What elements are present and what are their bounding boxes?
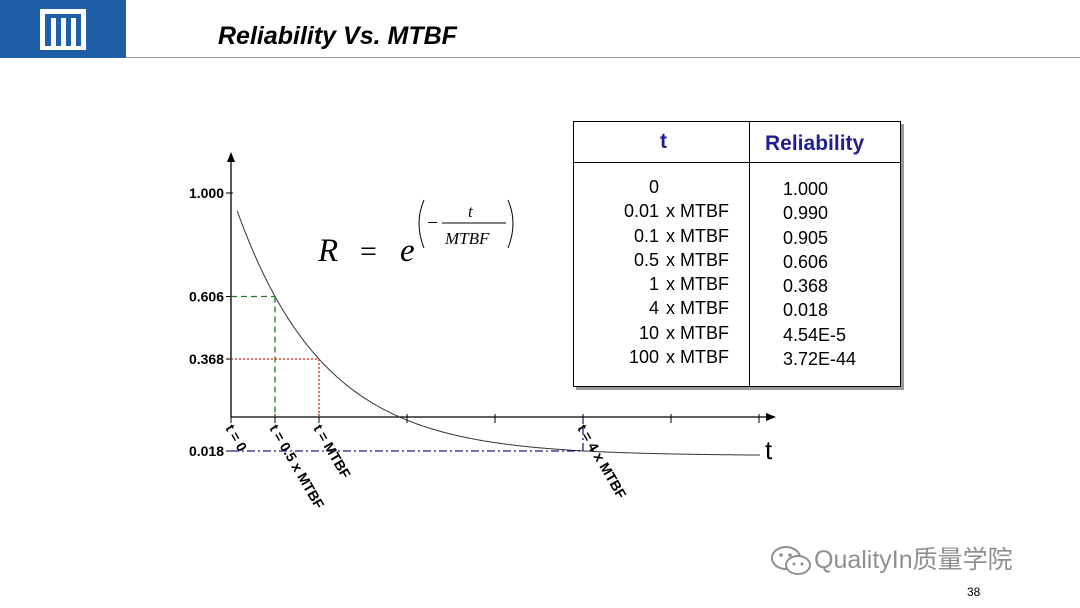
reliability-table: t Reliability 0 0.01 x MTBF 0.1 x MTBF 0.5… [573, 121, 901, 387]
table-header-t: t [660, 130, 667, 153]
x-axis-arrow [766, 413, 776, 421]
table-cell: 0.606 [783, 251, 829, 272]
table-row: 0.01 x MTBF [623, 201, 729, 222]
table-cell: 0.905 [783, 227, 829, 248]
table-cell: 4.54E-5 [783, 324, 847, 345]
table-header-reliability: Reliability [765, 132, 865, 155]
watermark: QualityIn质量学院 [770, 540, 1013, 578]
formula-equals: = [360, 235, 377, 268]
table-cell: 0.018 [783, 300, 829, 321]
page-number: 38 [967, 585, 981, 599]
table-row: 0.5 x MTBF [633, 249, 729, 270]
table-row: 0.1 x MTBF [633, 225, 729, 246]
formula-sign: − [427, 212, 438, 234]
table-reliability-column: 1.000 0.990 0.905 0.606 0.368 0.018 4.54… [783, 177, 856, 371]
x-axis-label: t [765, 435, 773, 465]
table-cell: 0.990 [783, 203, 829, 224]
formula-base: e [400, 233, 415, 269]
reliability-formula: R = e − t MTBF [317, 195, 528, 275]
table-row: 100 x MTBF [628, 347, 729, 368]
watermark-text: QualityIn质量学院 [814, 546, 1013, 574]
formula-denominator: MTBF [444, 229, 490, 248]
title-divider [126, 57, 1080, 58]
wechat-icon [771, 546, 811, 576]
page-title: Reliability Vs. MTBF [218, 22, 457, 50]
y-tick-label: 0.368 [189, 351, 224, 367]
logo-icon [40, 9, 86, 50]
y-tick-label: 0.606 [189, 289, 224, 305]
table-cell: 1.000 [783, 179, 829, 199]
logo [0, 0, 126, 58]
formula-lhs: R [318, 233, 338, 269]
table-cell: 0.368 [783, 276, 829, 297]
y-tick-label: 1.000 [189, 185, 224, 201]
table-row: 10 x MTBF [638, 322, 729, 343]
formula-numerator: t [468, 202, 474, 221]
reliability-curve [236, 210, 760, 456]
y-tick-label: 0.018 [189, 443, 224, 459]
x-tick-label: t = 4 x MTBF [574, 422, 630, 502]
x-tick-label: t = 0 [222, 422, 250, 455]
y-axis-arrow [227, 152, 235, 162]
table-cell: 3.72E-44 [783, 349, 857, 370]
table-row: 0 [648, 177, 659, 197]
